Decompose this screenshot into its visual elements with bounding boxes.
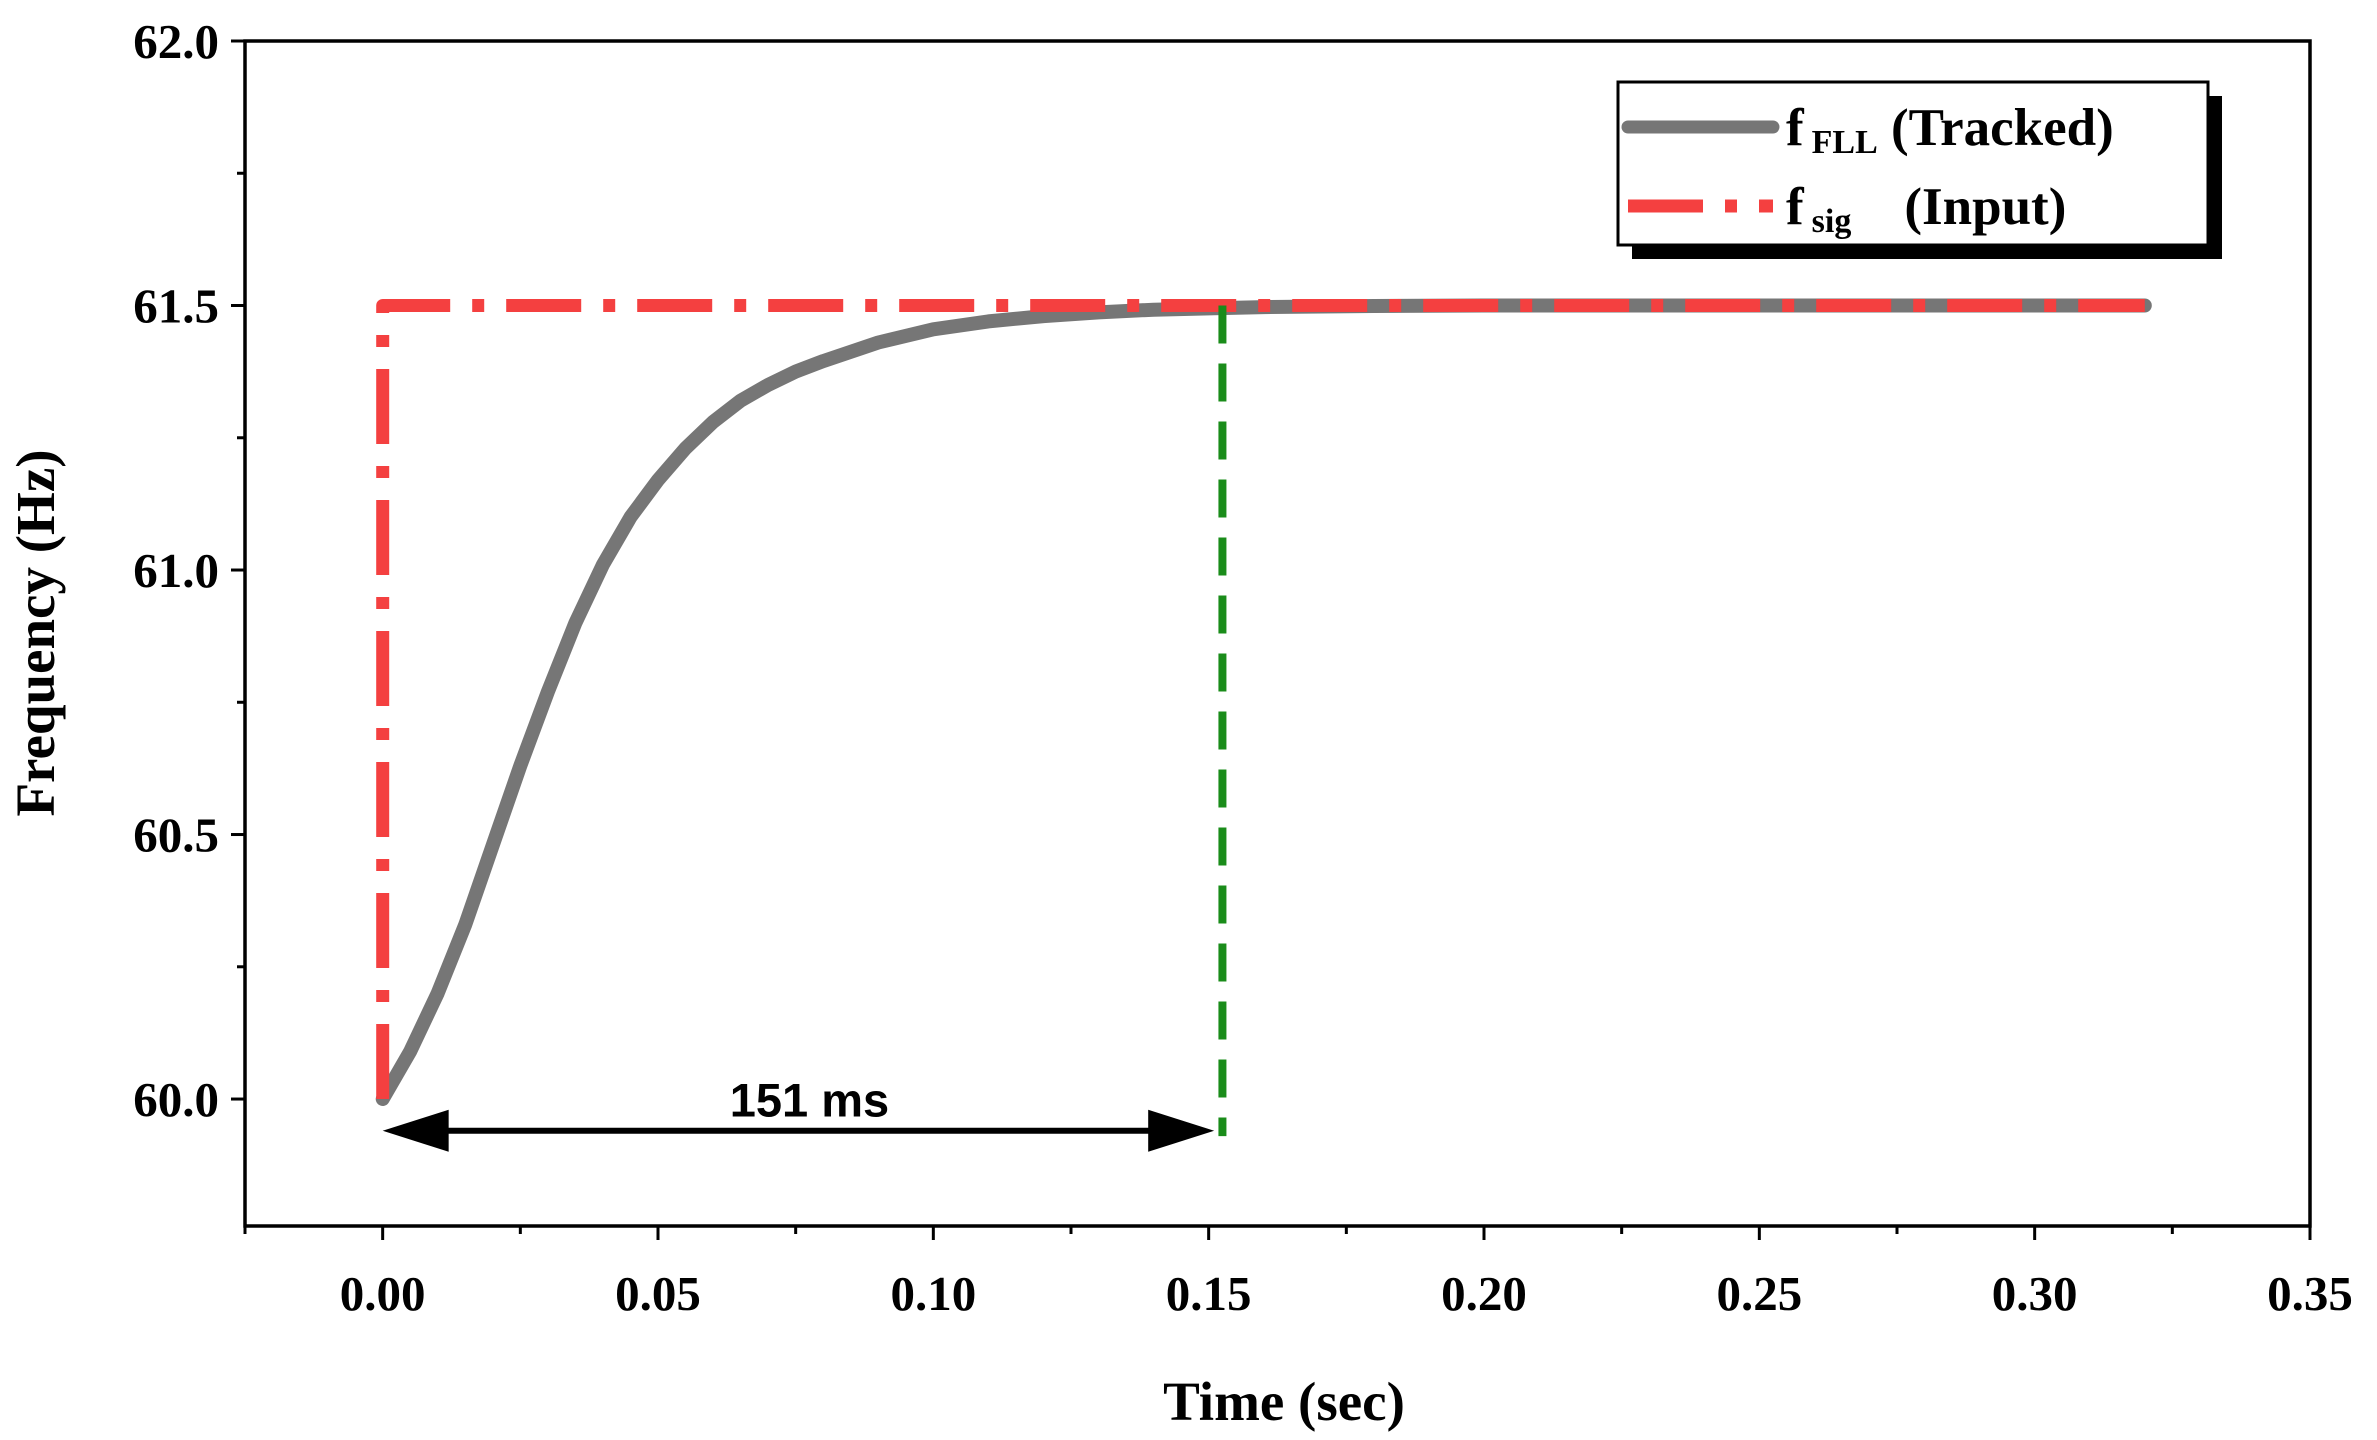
x-tick-label: 0.20: [1441, 1266, 1527, 1321]
series-line-f-sig: [376, 299, 2145, 1099]
annotation-layer: 151 ms: [382, 305, 1227, 1152]
x-tick-label: 0.30: [1992, 1266, 2078, 1321]
plot-border: [243, 39, 2312, 1228]
x-tick-label: 0.00: [340, 1266, 426, 1321]
x-axis-title: Time (sec): [1163, 1371, 1405, 1432]
legend-label-f-fll: f FLL (Tracked): [1786, 99, 2114, 161]
settling-time-label: 151 ms: [730, 1073, 889, 1126]
y-tick-label: 62.0: [133, 14, 219, 69]
x-tick-label: 0.05: [615, 1266, 701, 1321]
x-tick-label: 0.15: [1166, 1266, 1252, 1321]
arrow-head-left: [382, 1109, 449, 1152]
x-tick-label: 0.25: [1716, 1266, 1802, 1321]
arrow-head-right: [1148, 1109, 1215, 1152]
legend-label-f-sig: f sig (Input): [1786, 178, 2066, 240]
y-tick-label: 60.5: [133, 808, 219, 863]
legend: f FLL (Tracked) f sig (Input): [1616, 80, 2222, 259]
y-tick-label: 61.0: [133, 543, 219, 598]
x-tick-label: 0.10: [890, 1266, 976, 1321]
legend-box: [1616, 80, 2210, 247]
plot-frame: [243, 39, 2312, 1228]
series-layer: [375, 298, 2152, 1106]
y-tick-label: 61.5: [133, 279, 219, 334]
y-tick-label: 60.0: [133, 1072, 219, 1127]
x-tick-label: 0.35: [2267, 1266, 2353, 1321]
axes-layer: 0.00 0.05 0.10 0.15 0.20 0.25 0.30 0.35 60.0 60.5…: [133, 14, 2353, 1321]
y-axis-title: Frequency (Hz): [5, 449, 66, 816]
